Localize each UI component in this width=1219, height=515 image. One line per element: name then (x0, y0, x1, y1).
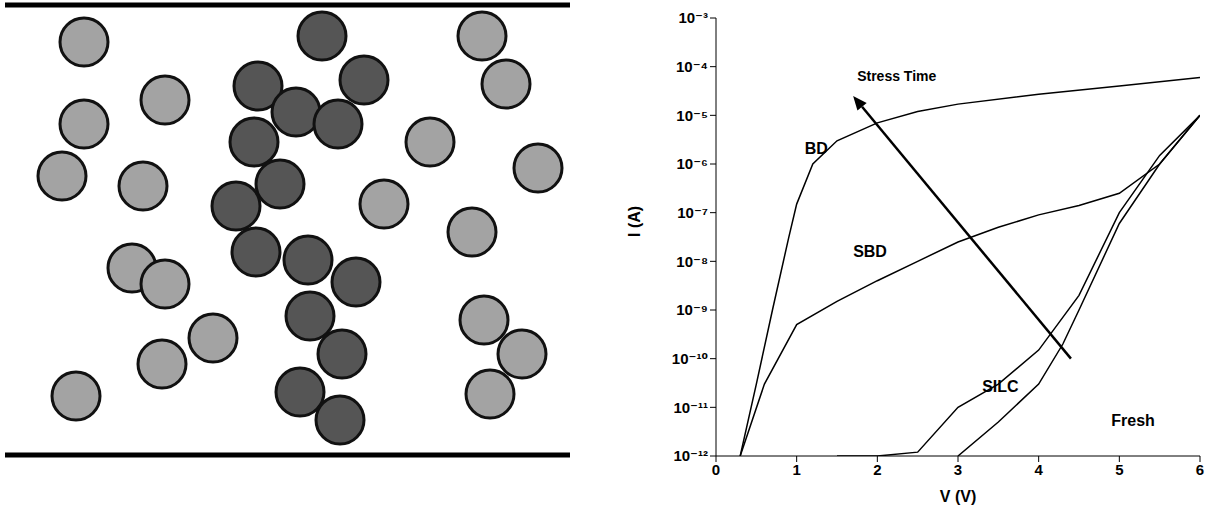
svg-text:4: 4 (1034, 461, 1043, 478)
svg-text:V (V): V (V) (940, 488, 976, 505)
svg-text:5: 5 (1115, 461, 1123, 478)
svg-text:Fresh: Fresh (1111, 412, 1155, 429)
svg-text:BD: BD (805, 140, 828, 157)
svg-text:I (A): I (A) (626, 206, 643, 237)
svg-text:10⁻¹¹: 10⁻¹¹ (673, 399, 708, 416)
svg-text:10⁻¹⁰: 10⁻¹⁰ (672, 350, 708, 367)
svg-text:10⁻¹²: 10⁻¹² (673, 447, 708, 464)
svg-text:10⁻⁸: 10⁻⁸ (676, 253, 708, 270)
svg-text:10⁻³: 10⁻³ (678, 9, 708, 26)
svg-text:10⁻⁵: 10⁻⁵ (676, 107, 708, 124)
svg-text:2: 2 (873, 461, 881, 478)
svg-text:10⁻⁹: 10⁻⁹ (676, 301, 708, 318)
svg-text:6: 6 (1196, 461, 1204, 478)
svg-text:10⁻⁴: 10⁻⁴ (676, 58, 708, 75)
svg-text:SBD: SBD (853, 243, 887, 260)
svg-text:3: 3 (954, 461, 962, 478)
svg-text:0: 0 (712, 461, 720, 478)
svg-text:SILC: SILC (982, 378, 1019, 395)
svg-text:10⁻⁶: 10⁻⁶ (676, 155, 708, 172)
svg-text:Stress Time: Stress Time (857, 68, 936, 84)
svg-text:1: 1 (792, 461, 800, 478)
svg-text:10⁻⁷: 10⁻⁷ (677, 204, 708, 221)
